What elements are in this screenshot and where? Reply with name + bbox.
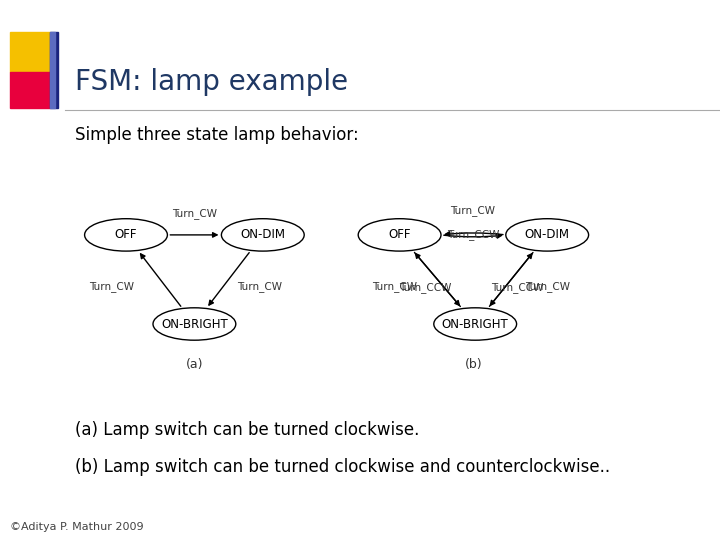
Text: OFF: OFF (114, 228, 138, 241)
Ellipse shape (85, 219, 167, 251)
Text: Turn_CCW: Turn_CCW (447, 230, 499, 240)
Text: Turn_CW: Turn_CW (372, 281, 417, 292)
Text: ON-DIM: ON-DIM (525, 228, 570, 241)
Text: Turn_CW: Turn_CW (89, 281, 134, 292)
Text: Turn_CW: Turn_CW (525, 281, 570, 292)
FancyArrowPatch shape (170, 233, 217, 237)
Text: Turn_CW: Turn_CW (237, 281, 282, 292)
Ellipse shape (222, 219, 304, 251)
FancyArrowPatch shape (445, 232, 503, 236)
FancyArrowPatch shape (140, 254, 181, 306)
Text: Turn_CW: Turn_CW (451, 205, 495, 216)
Bar (10, 32, 50, 72)
FancyArrowPatch shape (444, 234, 502, 238)
Bar (50, 32, 58, 108)
Text: ON-DIM: ON-DIM (240, 228, 285, 241)
Text: (b): (b) (465, 358, 483, 371)
Text: ©Aditya P. Mathur 2009: ©Aditya P. Mathur 2009 (10, 522, 143, 532)
Text: (b) Lamp switch can be turned clockwise and counterclockwise..: (b) Lamp switch can be turned clockwise … (75, 458, 610, 476)
Ellipse shape (506, 219, 589, 251)
FancyArrowPatch shape (490, 253, 533, 305)
Text: Turn_CCW: Turn_CCW (399, 282, 451, 293)
FancyArrowPatch shape (415, 254, 460, 307)
Bar (50, 32, 55, 108)
Text: Turn_CCW: Turn_CCW (491, 282, 543, 293)
Text: ON-BRIGHT: ON-BRIGHT (442, 318, 508, 330)
Text: (a): (a) (186, 358, 203, 371)
FancyArrowPatch shape (490, 254, 532, 306)
Ellipse shape (153, 308, 236, 340)
Text: ON-BRIGHT: ON-BRIGHT (161, 318, 228, 330)
Ellipse shape (434, 308, 517, 340)
FancyArrowPatch shape (415, 252, 459, 305)
Text: (a) Lamp switch can be turned clockwise.: (a) Lamp switch can be turned clockwise. (75, 421, 419, 439)
Text: OFF: OFF (388, 228, 411, 241)
Bar (10, 72, 50, 108)
Ellipse shape (359, 219, 441, 251)
Text: Simple three state lamp behavior:: Simple three state lamp behavior: (75, 126, 359, 144)
Text: Turn_CW: Turn_CW (172, 208, 217, 219)
Text: FSM: lamp example: FSM: lamp example (75, 68, 348, 96)
FancyArrowPatch shape (209, 253, 249, 305)
